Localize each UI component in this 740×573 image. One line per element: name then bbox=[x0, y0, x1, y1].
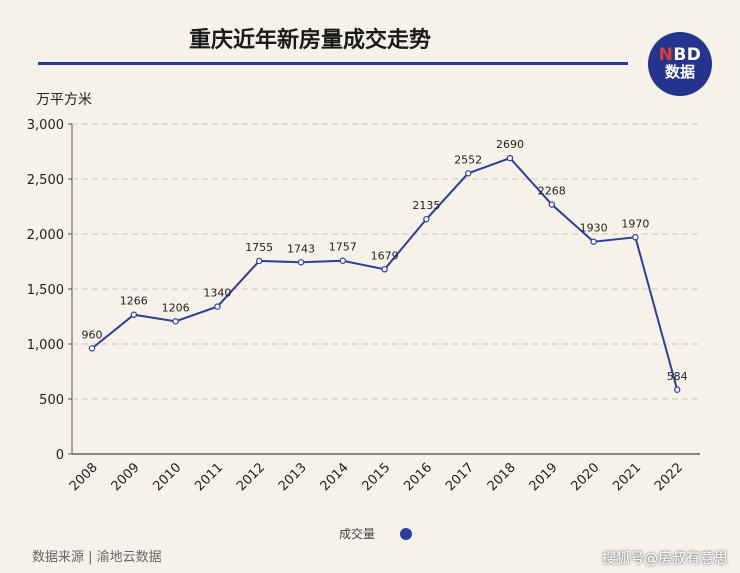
x-tick-label: 2011 bbox=[192, 460, 226, 494]
x-tick-label: 2015 bbox=[359, 460, 393, 494]
legend: 成交量 bbox=[339, 526, 412, 541]
data-point bbox=[172, 318, 179, 325]
y-axis-ticks: 0 500 1,000 1,500 2,000 2,500 3,000 bbox=[27, 118, 72, 463]
x-tick-label: 2013 bbox=[276, 460, 310, 494]
x-tick-label: 2019 bbox=[527, 460, 561, 494]
data-point bbox=[423, 215, 430, 223]
data-label: 1970 bbox=[621, 217, 649, 230]
data-point bbox=[214, 303, 221, 310]
y-tick-label: 1,500 bbox=[27, 283, 64, 298]
data-label: 1743 bbox=[287, 242, 315, 255]
data-label: 2690 bbox=[496, 138, 524, 151]
chart-title: 重庆近年新房量成交走势 bbox=[188, 27, 431, 53]
x-tick-label: 2012 bbox=[234, 460, 268, 494]
watermark-credit: 搜狐号@房叔有意思 bbox=[602, 551, 728, 567]
data-label: 1266 bbox=[120, 295, 148, 308]
x-tick-label: 2020 bbox=[568, 460, 602, 494]
series-path bbox=[91, 156, 679, 391]
nbd-logo: NBD 数据 bbox=[648, 32, 712, 96]
data-point bbox=[632, 234, 639, 241]
data-point bbox=[256, 257, 263, 265]
data-label: 1930 bbox=[580, 222, 608, 235]
data-point bbox=[88, 345, 96, 352]
x-tick-label: 2021 bbox=[610, 460, 644, 494]
title-underline bbox=[38, 62, 628, 65]
legend-label: 成交量 bbox=[339, 526, 375, 541]
series-line: 960 1266 1206 1340 1755 1743 1757 1679 2135 2552 2… bbox=[82, 138, 688, 393]
x-axis-ticks: 2008 2009 2010 2011 2012 2013 2014 2015 2016 2017… bbox=[67, 460, 686, 494]
x-tick-label: 2014 bbox=[318, 460, 352, 494]
y-tick-label: 0 bbox=[56, 448, 64, 463]
x-tick-label: 2009 bbox=[109, 460, 143, 494]
y-tick-label: 2,000 bbox=[27, 228, 64, 243]
data-point bbox=[130, 311, 137, 318]
data-label: 2268 bbox=[538, 185, 566, 198]
data-point bbox=[548, 201, 556, 208]
data-label: 1340 bbox=[203, 287, 231, 300]
data-label: 1679 bbox=[371, 249, 399, 262]
data-point bbox=[381, 266, 388, 273]
x-tick-label: 2022 bbox=[652, 460, 686, 494]
data-label: 1755 bbox=[245, 241, 273, 254]
grid-lines bbox=[71, 123, 700, 455]
data-label: 1206 bbox=[162, 301, 190, 314]
y-tick-label: 3,000 bbox=[27, 118, 64, 133]
data-source: 数据来源 | 渝地云数据 bbox=[32, 550, 162, 565]
y-tick-label: 500 bbox=[39, 393, 64, 408]
y-tick-label: 1,000 bbox=[27, 338, 64, 353]
data-point bbox=[674, 386, 681, 393]
data-point bbox=[465, 170, 472, 177]
data-point bbox=[297, 259, 305, 266]
legend-marker bbox=[400, 528, 412, 540]
x-tick-label: 2016 bbox=[401, 460, 435, 494]
data-label: 960 bbox=[82, 328, 103, 341]
data-label: 2135 bbox=[412, 199, 440, 212]
x-tick-label: 2017 bbox=[443, 460, 477, 494]
data-label: 2552 bbox=[454, 153, 482, 166]
y-axis-label: 万平方米 bbox=[36, 92, 92, 108]
x-tick-label: 2018 bbox=[485, 460, 519, 494]
data-point bbox=[506, 154, 514, 162]
data-label: 1757 bbox=[329, 241, 357, 254]
data-point bbox=[590, 238, 597, 245]
x-tick-label: 2008 bbox=[67, 460, 101, 494]
data-point bbox=[339, 257, 346, 264]
y-tick-label: 2,500 bbox=[27, 173, 64, 188]
x-tick-label: 2010 bbox=[150, 460, 184, 494]
data-label: 584 bbox=[667, 370, 688, 383]
